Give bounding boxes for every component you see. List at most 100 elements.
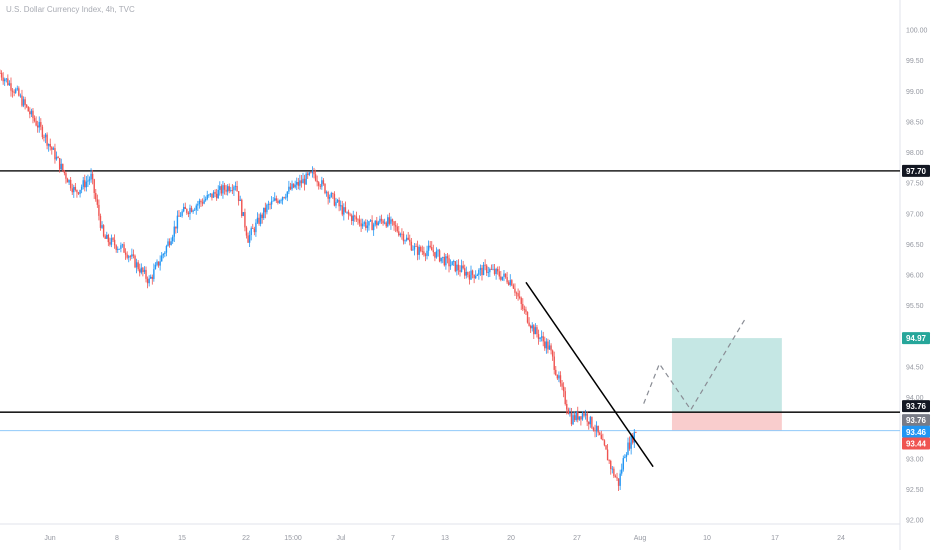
candle-body <box>401 233 403 235</box>
candle-body <box>289 186 292 190</box>
x-tick-label: 22 <box>242 535 250 542</box>
candle-body <box>57 156 59 159</box>
candle-body <box>129 256 132 258</box>
candle-body <box>633 432 635 443</box>
projection-path[interactable] <box>643 317 747 411</box>
y-tick-label: 93.00 <box>906 456 924 463</box>
candle-body <box>581 413 584 420</box>
candle-body <box>544 341 546 349</box>
x-tick-label: 13 <box>441 535 449 542</box>
candle-body <box>357 219 359 221</box>
candle-body <box>486 265 488 273</box>
candle-body <box>137 262 139 270</box>
candle-body <box>346 211 348 213</box>
candle-body <box>588 421 590 425</box>
candle-body <box>614 476 617 478</box>
candle-body <box>258 217 260 224</box>
candle-body <box>73 186 75 193</box>
candle-body <box>134 255 136 268</box>
candle-body <box>605 445 607 450</box>
candle-body <box>132 254 135 256</box>
candle-body <box>52 148 55 150</box>
candle-body <box>178 215 180 217</box>
candle-body <box>91 173 94 180</box>
candle-body <box>584 413 587 416</box>
candle-body <box>266 204 268 213</box>
candle-body <box>139 269 141 273</box>
candle-body <box>448 258 450 267</box>
candle-body <box>475 275 477 279</box>
candle-body <box>454 261 456 272</box>
y-tick-label: 95.50 <box>906 303 924 310</box>
plot-area[interactable] <box>0 0 900 524</box>
candle-body <box>379 218 381 223</box>
candle-body <box>539 337 541 340</box>
candle-body <box>594 430 596 432</box>
candle-body <box>352 215 354 221</box>
candle-body <box>206 195 208 200</box>
candle-body <box>418 246 420 255</box>
candle-body <box>390 219 392 224</box>
price-tag <box>902 414 930 427</box>
candle-body <box>175 226 177 229</box>
candle-body <box>0 72 1 74</box>
candle-body <box>302 178 304 184</box>
candle-body <box>140 267 142 273</box>
candle-body <box>467 272 469 275</box>
candle-body <box>269 204 271 205</box>
candle-body <box>562 386 565 392</box>
long-position-target-zone[interactable] <box>671 338 782 413</box>
candle-body <box>11 90 14 92</box>
candle-body <box>548 345 551 350</box>
candle-body <box>434 252 436 258</box>
candle-body <box>405 237 408 241</box>
candle-body <box>383 222 386 224</box>
candle-body <box>506 277 508 283</box>
candle-body <box>520 297 522 304</box>
y-tick-label: 99.50 <box>906 58 924 65</box>
candle-body <box>569 413 571 415</box>
candle-body <box>151 276 153 279</box>
candle-body <box>371 220 373 231</box>
y-tick-label: 99.00 <box>906 89 924 96</box>
candle-body <box>0 72 3 78</box>
candle-body <box>275 198 278 201</box>
candle-body <box>493 268 496 274</box>
candle-body <box>347 211 350 215</box>
candle-body <box>173 226 175 237</box>
candle-body <box>219 186 221 190</box>
candle-body <box>29 111 31 115</box>
candle-body <box>536 327 538 335</box>
descending-trendline[interactable] <box>525 281 654 468</box>
candle-body <box>120 245 122 249</box>
candle-body <box>65 173 67 179</box>
candle-body <box>292 183 295 188</box>
candle-body <box>445 256 447 266</box>
candle-body <box>572 415 574 425</box>
candle-body <box>164 252 166 254</box>
long-position-stop-zone[interactable] <box>671 412 782 431</box>
candle-body <box>354 215 356 217</box>
candle-body <box>349 214 351 216</box>
candle-body <box>157 261 160 266</box>
candle-body <box>189 207 191 215</box>
candle-body <box>244 212 246 228</box>
y-tick-label: 100.00 <box>906 28 928 35</box>
candle-body <box>616 477 618 479</box>
candle-body <box>40 122 42 127</box>
candle-body <box>267 204 270 205</box>
x-tick-label: 7 <box>391 535 395 542</box>
candle-body <box>376 220 378 226</box>
candle-body <box>464 268 466 276</box>
candle-body <box>36 125 39 128</box>
candle-body <box>496 268 499 272</box>
candle-body <box>391 219 394 222</box>
candle-body <box>274 198 276 201</box>
candle-body <box>15 89 17 93</box>
candle-body <box>84 180 86 188</box>
x-tick-label: 15 <box>178 535 186 542</box>
candle-body <box>161 255 163 262</box>
candle-body <box>296 181 298 185</box>
